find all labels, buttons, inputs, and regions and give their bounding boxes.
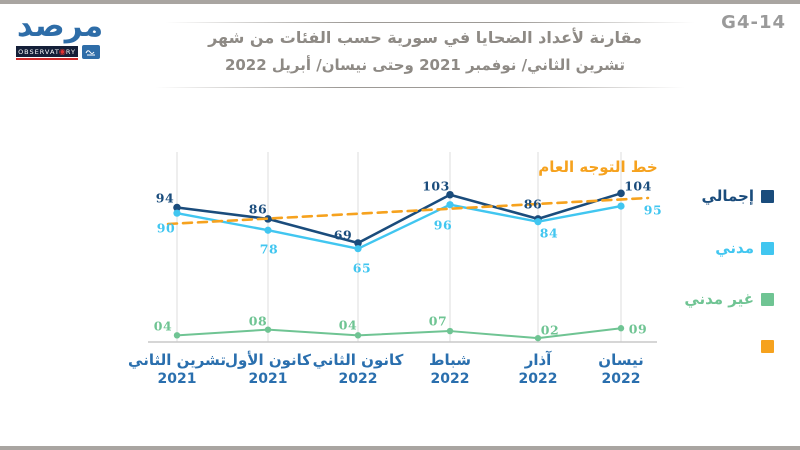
x-axis-label-3: كانون الثاني 2022 — [312, 351, 404, 388]
x-axis-label-4: شباط 2022 — [428, 351, 472, 388]
chart-title: مقارنة لأعداد الضحايا في سورية حسب الفئا… — [150, 28, 700, 74]
data-point — [446, 190, 454, 199]
data-point — [173, 203, 181, 212]
legend-item-noncivilian: غير مدني — [684, 290, 774, 308]
data-point — [446, 201, 454, 209]
logo-arabic-mark — [82, 45, 100, 59]
series-line-1 — [176, 203, 622, 250]
series-line-2 — [176, 327, 622, 340]
data-point — [617, 189, 625, 198]
logo-observatory-band: OBSERVAT ◉ RY — [16, 46, 78, 57]
logo-red-underline — [16, 58, 78, 60]
data-point — [173, 209, 181, 217]
x-axis-label-1: تشرين الثاني 2021 — [128, 351, 226, 388]
chart-title-line2: تشرين الثاني/ نوفمبر 2021 وحتى نيسان/ أب… — [224, 56, 626, 74]
trendline — [166, 196, 650, 226]
chart-title-line1: مقارنة لأعداد الضحايا في سورية حسب الفئا… — [208, 28, 642, 47]
legend-item-trendline — [754, 339, 774, 353]
data-point — [354, 332, 362, 339]
legend-swatch-total — [761, 189, 774, 203]
x-axis-label-5: آذار 2022 — [518, 351, 558, 388]
bottom-border-bar — [0, 446, 800, 450]
legend-swatch-trendline — [761, 339, 774, 353]
data-point — [173, 332, 181, 339]
title-separator-bottom — [155, 87, 685, 88]
logo-target-icon: ◉ — [58, 47, 67, 56]
data-point — [617, 325, 625, 332]
data-point — [354, 239, 362, 247]
data-point — [354, 245, 362, 253]
title-separator-top — [165, 22, 695, 23]
data-point — [534, 218, 542, 226]
x-axis-label-2: كانون الأول 2021 — [224, 351, 312, 388]
legend-item-total: إجمالي — [702, 187, 774, 205]
data-point — [264, 226, 272, 234]
data-point — [446, 327, 454, 335]
legend-item-civilian: مدني — [715, 239, 774, 257]
data-point — [264, 326, 272, 333]
trendline-label: خط التوجه العام — [538, 158, 658, 176]
top-border-bar — [0, 0, 800, 4]
series-line-0 — [176, 192, 622, 245]
legend-swatch-noncivilian — [761, 292, 774, 306]
figure-code: G4-14 — [721, 12, 786, 33]
logo-arabic-wordmark: مرصد — [16, 8, 104, 44]
observatory-logo: مرصد OBSERVAT ◉ RY — [14, 8, 106, 62]
legend-swatch-civilian — [761, 241, 774, 255]
data-point — [534, 334, 542, 342]
data-point — [617, 202, 625, 210]
x-axis-label-6: نيسان 2022 — [598, 351, 644, 388]
